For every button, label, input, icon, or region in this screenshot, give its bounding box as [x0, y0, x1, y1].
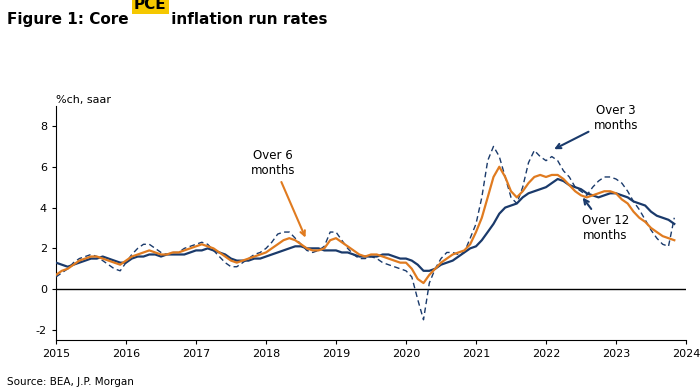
Text: PCE: PCE — [134, 0, 167, 12]
Text: %ch, saar: %ch, saar — [56, 95, 111, 104]
Text: Figure 1: Core: Figure 1: Core — [7, 12, 134, 27]
Text: Over 12
months: Over 12 months — [582, 199, 629, 242]
Text: Over 3
months: Over 3 months — [556, 104, 638, 148]
Text: Over 6
months: Over 6 months — [251, 149, 305, 235]
Text: inflation run rates: inflation run rates — [167, 12, 328, 27]
Text: Source: BEA, J.P. Morgan: Source: BEA, J.P. Morgan — [7, 377, 134, 387]
